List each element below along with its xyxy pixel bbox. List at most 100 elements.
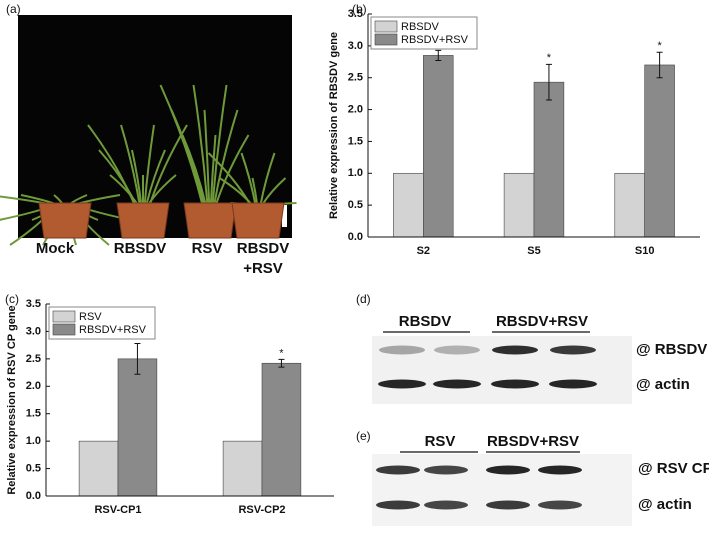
- panel-label: (d): [356, 292, 371, 306]
- legend-swatch: [374, 20, 398, 33]
- leaf: [181, 134, 207, 206]
- legend-label: RSV: [79, 311, 102, 323]
- leaf: [109, 174, 139, 206]
- y-tick-label: 0.0: [26, 490, 41, 502]
- y-tick-label: 3.5: [26, 298, 41, 310]
- band: [376, 465, 420, 475]
- band: [538, 465, 582, 475]
- leaf: [240, 152, 257, 206]
- y-tick-label: 1.5: [348, 135, 363, 147]
- error-bar: [545, 63, 552, 101]
- leaf: [120, 124, 141, 206]
- group-labels: Mock RBSDV RSV RBSDV +RSV: [36, 240, 289, 277]
- significance-mark: *: [547, 52, 552, 64]
- error-bar: [134, 342, 141, 375]
- band: [378, 379, 426, 389]
- y-tick-label: 2.5: [348, 72, 363, 84]
- y-tick-label: 0.5: [348, 199, 363, 211]
- x-tick-label: S2: [417, 245, 430, 257]
- y-tick-label: 3.5: [348, 8, 363, 20]
- pot: [38, 202, 92, 239]
- bar: [78, 440, 119, 497]
- bar: [117, 358, 158, 497]
- lane-label: RSV: [425, 433, 456, 450]
- error-bar: [278, 358, 285, 368]
- y-tick-label: 0.5: [26, 462, 41, 474]
- antibody-label: @ RSV CP: [638, 460, 709, 477]
- group-label: +RSV: [243, 260, 283, 277]
- antibody-label: @ RBSDV P8: [636, 341, 709, 358]
- legend-label: RBSDV+RSV: [79, 324, 147, 336]
- band: [433, 379, 481, 389]
- band: [492, 345, 538, 355]
- panel-label: (a): [6, 2, 21, 16]
- y-tick-label: 1.0: [26, 435, 41, 447]
- error-bar: [435, 49, 442, 62]
- group-label: RSV: [192, 240, 223, 257]
- band: [486, 465, 530, 475]
- blot-bands: [378, 345, 597, 389]
- band: [486, 500, 530, 510]
- leaf: [159, 84, 204, 206]
- leaf: [209, 134, 217, 206]
- bar: [222, 440, 263, 497]
- pot: [183, 202, 237, 239]
- group-label: RBSDV: [114, 240, 167, 257]
- legend-label: RBSDV: [401, 21, 440, 33]
- band: [434, 345, 480, 355]
- legend-swatch: [374, 33, 398, 46]
- band: [538, 500, 582, 510]
- band: [424, 465, 468, 475]
- y-tick-label: 1.0: [348, 167, 363, 179]
- bar: [533, 81, 565, 238]
- significance-mark: *: [657, 40, 662, 52]
- bar: [614, 172, 645, 238]
- legend-label: RBSDV+RSV: [401, 34, 469, 46]
- bar: [423, 55, 454, 238]
- blot-bands: [376, 465, 582, 510]
- leaf: [214, 134, 250, 206]
- leaf: [148, 124, 188, 206]
- leaf: [213, 109, 239, 206]
- leaf: [131, 149, 143, 206]
- panel-label: (b): [352, 2, 367, 16]
- antibody-label: @ actin: [636, 376, 690, 393]
- x-tick-label: S5: [527, 245, 540, 257]
- bar: [261, 362, 302, 497]
- legend-swatch: [52, 323, 76, 336]
- x-tick-label: RSV-CP1: [94, 504, 141, 516]
- y-tick-label: 2.0: [348, 103, 363, 115]
- bar: [644, 64, 675, 238]
- group-label: Mock: [36, 240, 75, 257]
- y-tick-label: 2.5: [26, 353, 41, 365]
- error-bar: [656, 51, 663, 79]
- group-label: RBSDV: [237, 240, 290, 257]
- x-tick-label: S10: [635, 245, 655, 257]
- y-tick-label: 3.0: [348, 40, 363, 52]
- lane-label: RBSDV+RSV: [487, 433, 579, 450]
- band: [424, 500, 468, 510]
- plant-photo: [0, 15, 297, 246]
- x-tick-label: RSV-CP2: [238, 504, 285, 516]
- y-tick-label: 1.5: [26, 408, 41, 420]
- pot: [116, 202, 170, 239]
- antibody-label: @ actin: [638, 496, 692, 513]
- y-tick-label: 0.0: [348, 231, 363, 243]
- y-tick-label: 2.0: [26, 380, 41, 392]
- band: [550, 345, 596, 355]
- bar: [393, 172, 424, 238]
- leaf: [192, 84, 209, 206]
- panel-label: (e): [356, 429, 371, 443]
- scale-bar: [282, 205, 287, 227]
- leaf: [170, 109, 206, 206]
- band: [376, 500, 420, 510]
- bar: [503, 172, 535, 238]
- band: [379, 345, 425, 355]
- leaf: [203, 109, 211, 206]
- y-tick-label: 3.0: [26, 325, 41, 337]
- leaf: [259, 152, 276, 206]
- band: [549, 379, 597, 389]
- lane-label: RBSDV+RSV: [496, 313, 588, 330]
- blot: [372, 454, 632, 526]
